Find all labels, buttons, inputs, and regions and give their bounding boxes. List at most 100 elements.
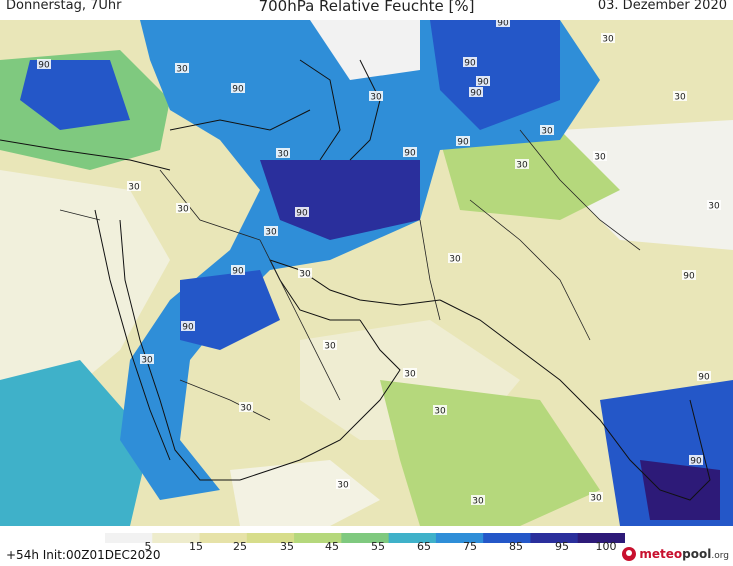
contour-label-bg [276,148,290,158]
legend-swatch [530,533,579,543]
contour-label: 30 [449,255,461,265]
dry-area-south [230,460,380,526]
legend-swatch [341,533,390,543]
contour-label-bg [239,402,253,412]
legend-tick: 35 [280,540,294,553]
contour-label-bg [589,492,603,502]
contour-label-bg [127,181,141,191]
moist-area-east [440,130,620,220]
borders [59,129,641,421]
contour-label: 30 [177,205,189,215]
legend-swatch [435,533,484,543]
contour-label-bg [456,136,470,146]
contour-label: 30 [472,497,484,507]
legend-swatch [388,533,437,543]
contour-label: 30 [674,93,686,103]
contour-label: 30 [708,202,720,212]
legend-tick: 65 [417,540,431,553]
contour-label-bg [476,76,490,86]
india-coast [439,299,711,501]
run-info: +54h Init:00Z01DEC2020 [6,548,161,562]
contour-label: 30 [590,494,602,504]
contour-label: 30 [176,65,188,75]
border-3 [419,219,441,321]
contour-label: 30 [370,93,382,103]
color-legend [105,528,626,543]
contour-label: 90 [38,61,50,71]
caspian-west [299,59,341,161]
contour-label-bg [601,33,615,43]
contour-label-bg [176,203,190,213]
map-canvas: 90 30 90 30 90 90 90 30 90 30 30 30 30 90 90 30 30 90 30 30… [0,20,733,526]
contour-label-bg [469,87,483,97]
contour-label: 30 [265,228,277,238]
border-2 [259,239,341,401]
forecast-day: Donnerstag, 7Uhr [6,0,122,13]
legend-swatch [483,533,531,543]
contour-label: 30 [404,370,416,380]
contour-label: 90 [296,209,308,219]
contour-label: 30 [324,342,336,352]
red-sea-coast-west [94,209,171,461]
contour-label: 90 [698,373,710,383]
contour-label-bg [175,63,189,73]
logo-text: meteopool.org [639,547,729,561]
contour-label: 90 [497,20,509,29]
moist-area-sea [380,380,600,526]
contour-label-bg [463,57,477,67]
contour-label-bg [496,20,510,27]
legend-swatch [577,533,626,543]
mediterranean-coast [0,139,171,171]
contour-label: 30 [516,161,528,171]
contour-label-bg [181,321,195,331]
legend-tick: 75 [463,540,477,553]
contour-label-bg [593,151,607,161]
very-wet-north [430,20,560,130]
arabia-south-coast [239,319,401,481]
contour-label-bg [673,91,687,101]
logo-icon [622,547,637,561]
contour-label: 90 [683,272,695,282]
contour-label: 30 [128,183,140,193]
contour-label-bg [689,455,703,465]
contour-label-bg [140,354,154,364]
contour-label: 90 [232,267,244,277]
legend-swatch [246,533,295,543]
border-6 [59,209,101,221]
contour-label: 30 [337,481,349,491]
border-1 [159,169,261,241]
contour-label-bg [403,147,417,157]
contour-label: 30 [434,407,446,417]
contour-label: 30 [141,356,153,366]
legend-swatch [294,533,342,543]
border-7 [179,379,271,421]
legend-swatch [199,533,248,543]
contour-label-bg [295,207,309,217]
contour-label-bg [515,159,529,169]
contour-label-bg [231,265,245,275]
header: Donnerstag, 7Uhr 700hPa Relative Feuchte… [0,0,733,20]
contour-label-bg [448,253,462,263]
contour-label-bg [433,405,447,415]
colorbar-svg [105,533,626,543]
legend-tick: 100 [595,540,617,553]
contour-label: 90 [464,59,476,69]
legend-tick: 45 [325,540,339,553]
contour-labels: 90 30 90 30 90 90 90 30 90 30 30 30 30 90 90 30 30 90 30 30… [37,20,721,507]
legend-ticks: 5 15 25 35 45 55 65 75 85 95 100 [0,540,733,554]
logo-text-b: pool [682,547,712,561]
contour-label: 90 [457,138,469,148]
border-5 [519,129,641,251]
legend-swatch [105,533,153,543]
contour-label: 90 [232,85,244,95]
contour-label-bg [403,368,417,378]
contour-label-bg [323,340,337,350]
contour-label-bg [298,268,312,278]
logo-text-c: .org [711,551,729,561]
meteopool-logo[interactable]: meteopool.org [622,544,729,564]
legend-tick: 5 [144,540,152,553]
legend-swatch [152,533,201,543]
moist-area-sw [0,360,150,526]
logo-text-a: meteo [639,547,683,561]
contour-label: 30 [541,127,553,137]
